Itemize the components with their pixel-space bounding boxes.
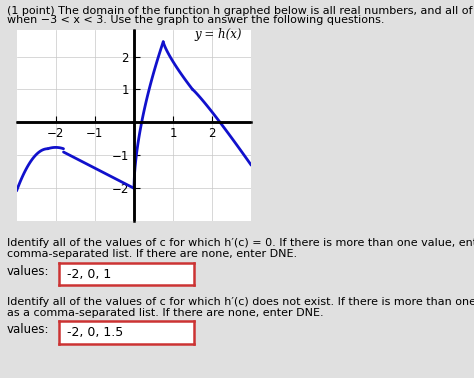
Text: -2, 0, 1: -2, 0, 1	[67, 268, 111, 280]
Text: y = h(x): y = h(x)	[194, 28, 242, 42]
Text: comma-separated list. If there are none, enter DNE.: comma-separated list. If there are none,…	[7, 249, 297, 259]
Text: -2, 0, 1.5: -2, 0, 1.5	[67, 326, 124, 339]
Text: values:: values:	[7, 265, 50, 277]
Text: (1 point) The domain of the function h graphed below is all real numbers, and al: (1 point) The domain of the function h g…	[7, 6, 474, 15]
Text: as a comma-separated list. If there are none, enter DNE.: as a comma-separated list. If there are …	[7, 308, 324, 318]
Text: values:: values:	[7, 323, 50, 336]
Text: Identify all of the values of c for which h′(c) does not exist. If there is more: Identify all of the values of c for whic…	[7, 297, 474, 307]
Text: when −3 < x < 3. Use the graph to answer the following questions.: when −3 < x < 3. Use the graph to answer…	[7, 15, 384, 25]
Text: Identify all of the values of c for which h′(c) = 0. If there is more than one v: Identify all of the values of c for whic…	[7, 238, 474, 248]
